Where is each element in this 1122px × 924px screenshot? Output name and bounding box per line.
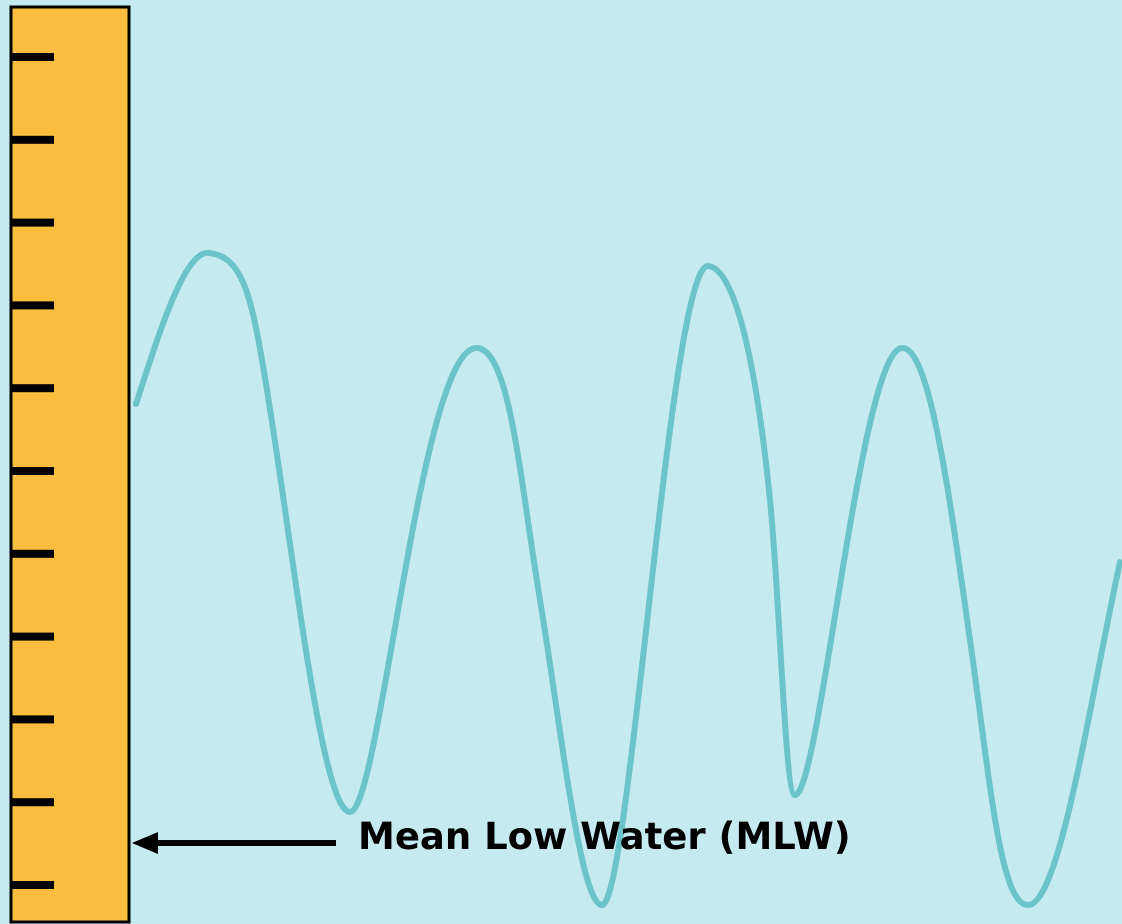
tide-wave-line <box>133 250 1122 908</box>
tide-staff-tick <box>11 467 54 475</box>
mlw-label: Mean Low Water (MLW) <box>358 815 851 858</box>
tide-staff-tick <box>11 218 54 227</box>
tide-staff-tick <box>11 881 54 889</box>
tide-staff-tick <box>11 632 54 641</box>
tide-staff <box>9 5 131 924</box>
tide-staff-tick <box>11 135 54 144</box>
tide-staff-tick <box>11 53 54 61</box>
tide-staff-ticks <box>11 53 54 889</box>
tide-staff-tick <box>11 715 54 724</box>
mlw-arrow <box>132 832 336 854</box>
tide-staff-tick <box>11 384 54 393</box>
mlw-arrow-head <box>132 832 158 854</box>
tide-staff-tick <box>11 798 54 807</box>
tide-staff-body <box>9 5 131 924</box>
tide-staff-tick <box>11 549 54 558</box>
tide-staff-tick <box>11 301 54 310</box>
